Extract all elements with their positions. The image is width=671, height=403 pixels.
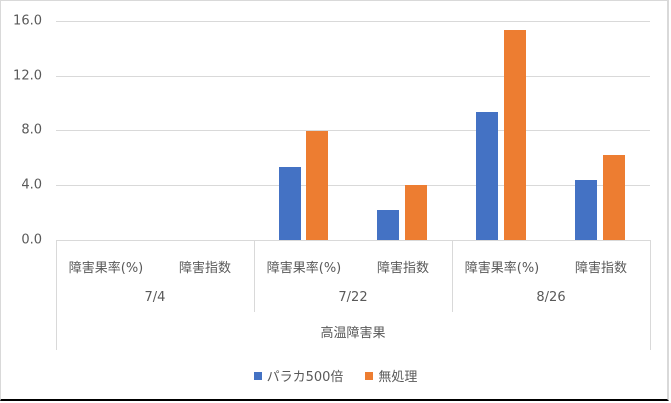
- legend-swatch-orange-icon: [365, 371, 374, 380]
- bar-series2-722-rate: [306, 131, 328, 240]
- bar-series1-826-index: [575, 180, 597, 240]
- gridline: [56, 185, 650, 186]
- legend-item-paraka: パラカ500倍: [253, 366, 344, 385]
- category-divider: [650, 240, 651, 350]
- bar-series1-826-rate: [476, 112, 498, 240]
- legend-label: 無処理: [378, 370, 418, 385]
- bar-series2-826-index: [603, 155, 625, 240]
- bar-series2-826-rate: [504, 30, 526, 240]
- y-tick-12: 12.0: [13, 68, 42, 84]
- legend: パラカ500倍 無処理: [0, 366, 671, 385]
- y-tick-4: 4.0: [21, 177, 42, 193]
- x-label-metric: 障害果率(%): [464, 261, 540, 276]
- x-axis-line: [56, 240, 650, 241]
- legend-item-untreated: 無処理: [365, 366, 417, 385]
- gridline: [56, 21, 650, 22]
- gridline: [56, 130, 650, 131]
- bar-series1-722-index: [377, 210, 399, 240]
- bar-series1-722-rate: [279, 167, 301, 240]
- x-label-metric: 障害指数: [178, 261, 231, 276]
- x-label-metric: 障害指数: [376, 261, 429, 276]
- x-label-date: 8/26: [536, 290, 566, 305]
- x-label-date: 7/22: [338, 290, 368, 305]
- x-label-metric: 障害果率(%): [266, 261, 342, 276]
- y-tick-8: 8.0: [21, 122, 42, 138]
- gridline: [56, 76, 650, 77]
- bar-series2-722-index: [405, 185, 427, 240]
- x-label-metric: 障害指数: [574, 261, 627, 276]
- y-tick-0: 0.0: [21, 232, 42, 248]
- y-tick-16: 16.0: [13, 13, 42, 29]
- category-divider: [254, 240, 255, 312]
- x-label-metric: 障害果率(%): [68, 261, 144, 276]
- category-divider: [452, 240, 453, 312]
- x-label-date: 7/4: [144, 290, 166, 305]
- x-label-group: 高温障害果: [320, 326, 386, 341]
- legend-swatch-blue-icon: [253, 371, 262, 380]
- category-divider: [56, 240, 57, 350]
- legend-label: パラカ500倍: [266, 370, 344, 385]
